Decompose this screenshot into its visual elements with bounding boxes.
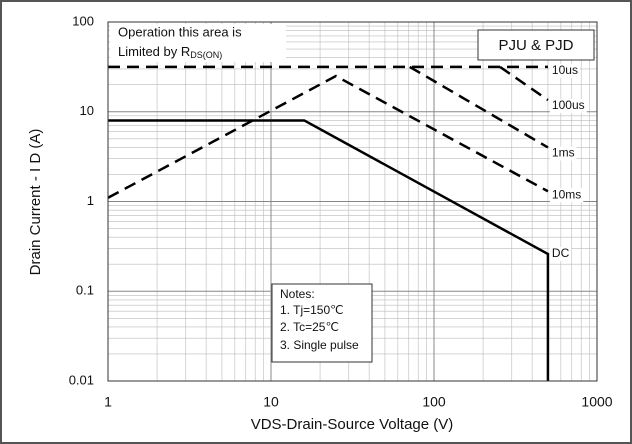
series-label: 10ms [552, 187, 581, 201]
y-tick-label: 0.1 [76, 283, 94, 298]
legend-box [477, 29, 595, 61]
series-label-bg [549, 99, 587, 114]
note: 1. Tj=150℃ [280, 303, 344, 317]
x-tick-label: 10 [263, 394, 279, 410]
x-axis-label: VDS-Drain-Source Voltage (V) [251, 416, 454, 433]
series-line [108, 119, 550, 381]
y-axis-label: Drain Current - I D (A) [27, 129, 44, 276]
series-line [107, 74, 549, 199]
series-line [499, 65, 549, 102]
annotation-line1: Operation this area is [118, 24, 242, 39]
series-line [409, 65, 549, 149]
note: 3. Single pulse [280, 338, 359, 352]
y-tick-label: 10 [80, 103, 94, 118]
notes-title: Notes: [280, 287, 315, 301]
annotation-text: Limited by R [118, 44, 190, 59]
annotation-sub: DS(ON) [190, 50, 222, 60]
plot-border [107, 21, 598, 382]
series-label: 1ms [552, 146, 575, 160]
x-tick-label: 1000 [581, 394, 612, 410]
lines [107, 65, 550, 381]
annotation-box [110, 24, 286, 62]
legend-box-text: PJU & PJD [498, 37, 573, 54]
series-label-bg [549, 247, 572, 262]
y-tick-label: 0.01 [69, 372, 94, 387]
series-label: 100us [552, 98, 585, 112]
y-tick-label: 100 [72, 13, 94, 28]
series-label: 10us [552, 63, 578, 77]
y-tick-label: 1 [87, 193, 94, 208]
series-label-bg [549, 188, 584, 203]
notes-box [271, 283, 373, 363]
series-label-bg [549, 146, 577, 161]
note: 2. Tc=25℃ [280, 320, 339, 334]
x-tick-label: 1 [104, 394, 112, 410]
series-label-bg [549, 63, 580, 78]
series-label: DC [552, 246, 570, 260]
annotation-line2: Limited by RDS(ON) [118, 44, 222, 60]
x-tick-label: 100 [422, 394, 446, 410]
